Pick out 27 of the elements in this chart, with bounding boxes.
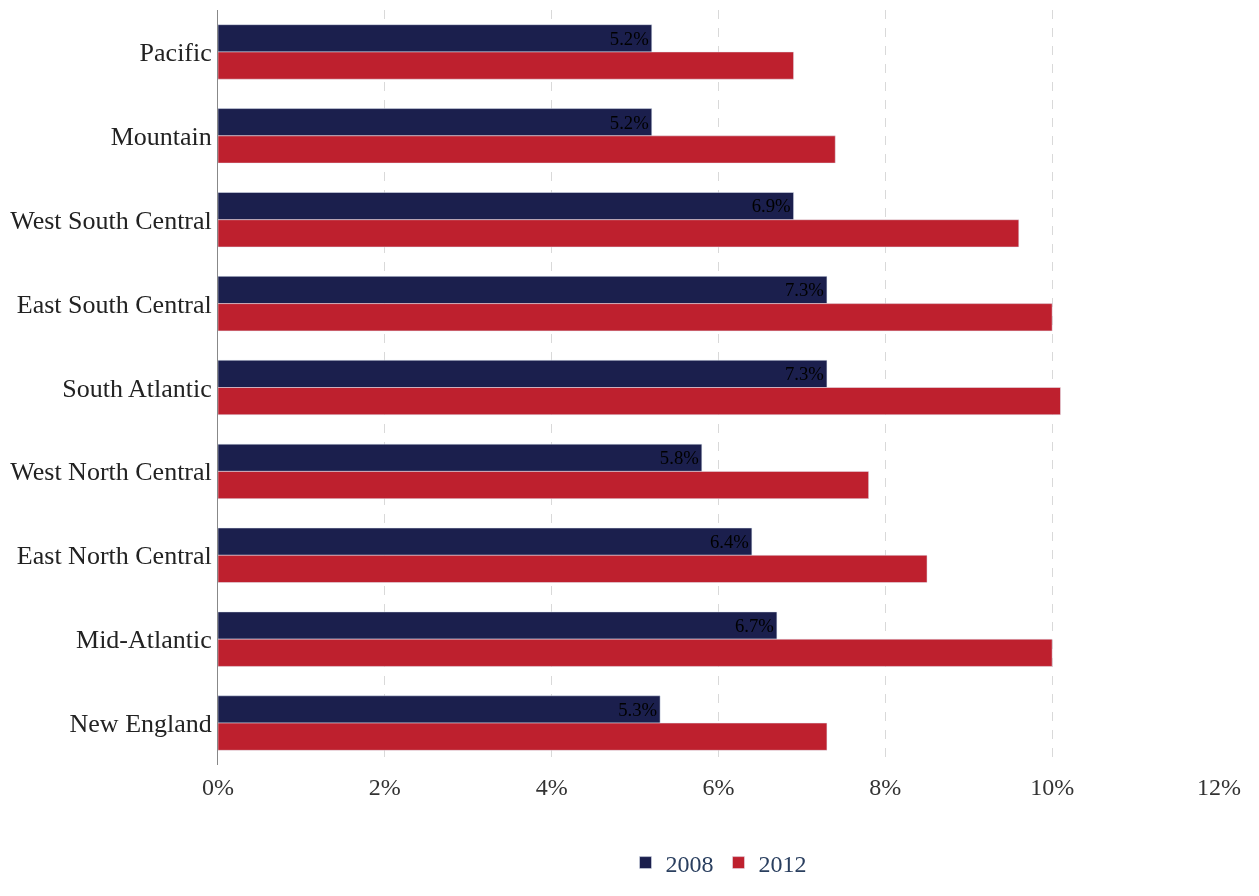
y-tick-label: Mid-Atlantic <box>76 625 212 655</box>
data-label: 5.2% <box>609 111 649 133</box>
data-label: 6.4% <box>709 531 749 553</box>
y-tick-label: West North Central <box>10 457 212 487</box>
y-tick-label: New England <box>69 709 212 739</box>
y-tick-label: Mountain <box>110 121 212 151</box>
data-label: 6.9% <box>751 195 791 217</box>
data-label: 7.3% <box>784 279 824 301</box>
data-label: 5.3% <box>618 698 658 720</box>
x-tick-label: 12% <box>1197 773 1241 800</box>
data-label: 6.7% <box>734 614 774 636</box>
data-label: 7.3% <box>784 363 824 385</box>
y-tick-label: Pacific <box>139 38 212 68</box>
x-tick-label: 6% <box>702 773 735 800</box>
y-tick-label: South Atlantic <box>62 373 212 403</box>
x-tick-label: 0% <box>202 773 234 800</box>
x-tick-label: 4% <box>535 773 568 800</box>
legend-label: 2008 <box>665 850 714 877</box>
x-tick-label: 8% <box>869 773 902 800</box>
y-tick-label: West South Central <box>10 205 212 235</box>
y-tick-label: East North Central <box>16 541 212 571</box>
x-tick-label: 10% <box>1030 773 1075 800</box>
data-label: 5.8% <box>659 447 699 469</box>
y-tick-label: East South Central <box>16 289 212 319</box>
legend-label: 2012 <box>758 850 807 877</box>
x-tick-label: 2% <box>368 773 401 800</box>
data-label: 5.2% <box>609 27 649 49</box>
